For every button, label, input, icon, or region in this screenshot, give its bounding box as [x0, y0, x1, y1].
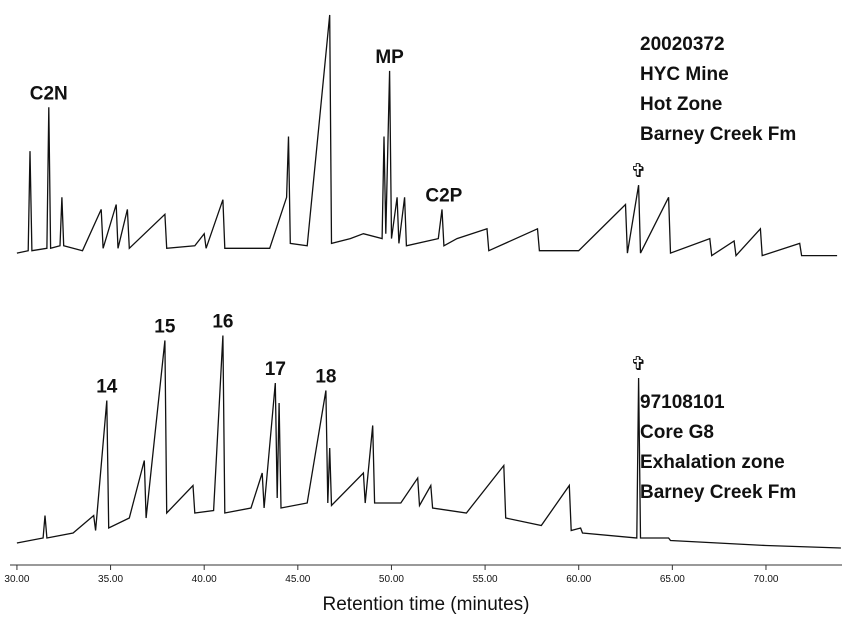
x-tick-label: 35.00 — [98, 574, 123, 585]
sample-info: Barney Creek Fm — [640, 124, 796, 145]
trace — [16, 14, 838, 258]
peak-label: C2N — [30, 83, 68, 104]
peak-label: 14 — [96, 377, 118, 398]
peak-label: ✞ — [631, 161, 647, 182]
x-tick-label: 55.00 — [473, 574, 498, 585]
peak-label: 17 — [265, 359, 286, 380]
sample-info: 20020372 — [640, 34, 725, 55]
x-tick-label: 60.00 — [566, 574, 591, 585]
peak-label: 18 — [315, 367, 336, 388]
x-tick-label: 40.00 — [192, 574, 217, 585]
sample-info: Hot Zone — [640, 94, 722, 115]
x-axis-label: Retention time (minutes) — [323, 594, 530, 615]
peak-label: 16 — [212, 312, 233, 333]
sample-info: HYC Mine — [640, 64, 729, 85]
sample-info: Barney Creek Fm — [640, 482, 796, 503]
trace — [16, 335, 841, 549]
sample-info: 97108101 — [640, 392, 725, 413]
x-tick-label: 70.00 — [753, 574, 778, 585]
peak-label: MP — [375, 47, 404, 68]
sample-info: Core G8 — [640, 422, 714, 443]
peak-label: 15 — [154, 317, 176, 338]
x-tick-label: 30.00 — [4, 574, 29, 585]
sample-info: Exhalation zone — [640, 452, 785, 473]
x-tick-label: 50.00 — [379, 574, 404, 585]
peak-label: ✞ — [631, 354, 647, 375]
peak-label: C2P — [425, 185, 462, 206]
x-tick-label: 45.00 — [285, 574, 310, 585]
x-tick-label: 65.00 — [660, 574, 685, 585]
